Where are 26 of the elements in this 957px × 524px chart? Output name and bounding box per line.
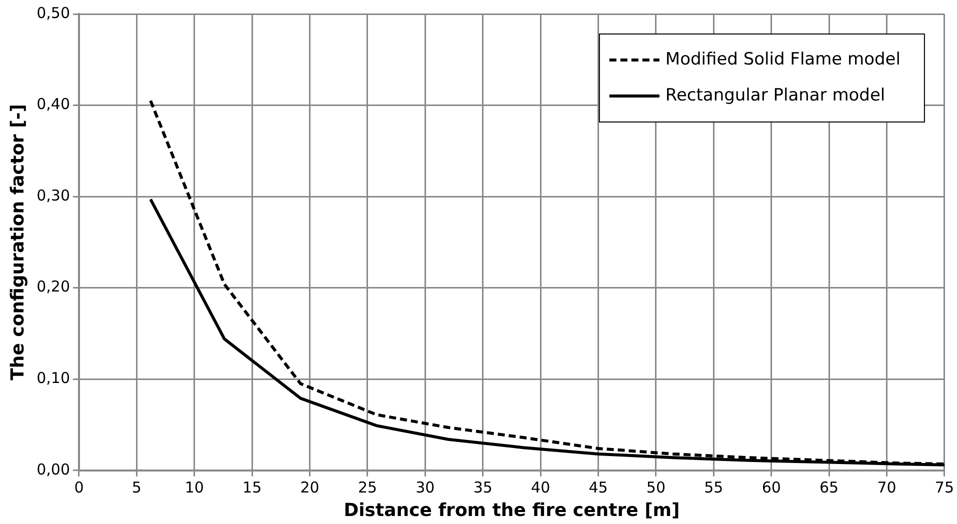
y-tick-label: 0,30 (36, 186, 70, 204)
x-tick-label: 0 (74, 478, 84, 496)
x-tick-label: 65 (820, 478, 839, 496)
x-tick-label: 20 (300, 478, 320, 496)
y-tick-label: 0,20 (36, 278, 70, 296)
x-tick-label: 75 (934, 478, 954, 496)
y-tick-label: 0,40 (36, 95, 70, 114)
x-tick-label: 35 (473, 478, 492, 496)
x-tick-label: 55 (704, 478, 724, 496)
y-tick-label: 0,00 (36, 460, 70, 478)
x-axis-title: Distance from the fire centre [m] (344, 500, 680, 521)
y-tick-label: 0,10 (36, 369, 70, 388)
x-tick-label: 10 (184, 478, 204, 496)
x-tick-label: 40 (531, 478, 550, 496)
x-tick-label: 5 (132, 478, 142, 496)
y-axis-title: The configuration factor [-] (7, 104, 28, 380)
legend-label: Rectangular Planar model (665, 85, 886, 106)
x-tick-label: 45 (588, 478, 608, 496)
x-tick-label: 30 (416, 478, 435, 496)
y-tick-label: 0,50 (36, 4, 70, 22)
x-tick-label: 60 (762, 478, 781, 496)
x-tick-label: 70 (877, 478, 896, 496)
x-tick-label: 50 (646, 478, 666, 496)
legend-label: Modified Solid Flame model (665, 49, 900, 70)
x-tick-label: 15 (242, 478, 262, 496)
x-tick-label: 25 (358, 478, 378, 496)
